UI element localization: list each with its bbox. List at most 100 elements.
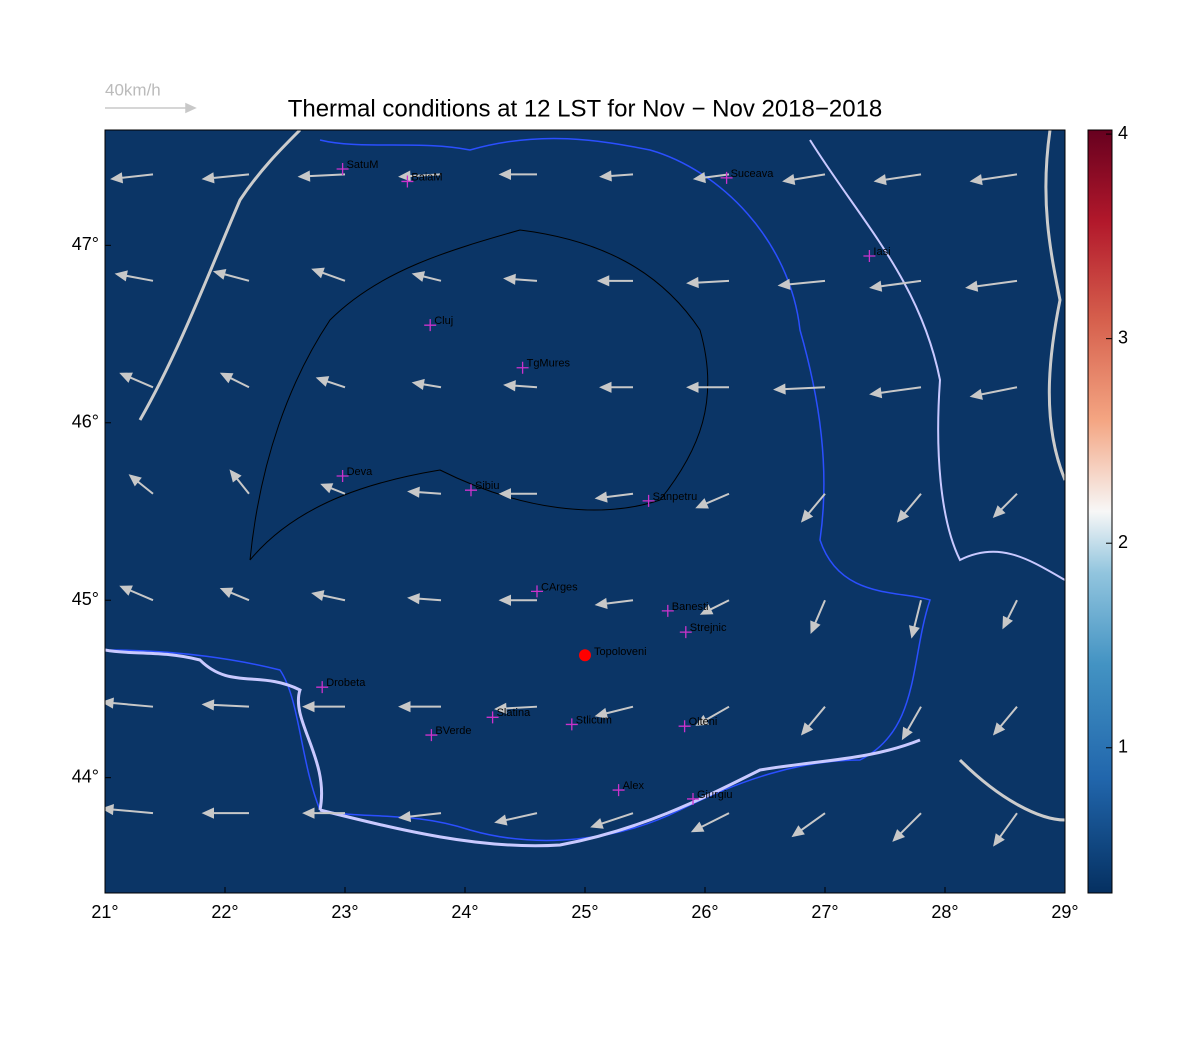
station-label: Alex [623, 780, 645, 792]
wind-arrow [594, 705, 634, 719]
station-marker [486, 711, 499, 724]
station-label: CArges [541, 581, 578, 593]
wind-arrow [800, 493, 826, 523]
wind-arrow [810, 599, 826, 634]
wind-arrow [992, 493, 1018, 518]
x-tick-label: 24° [451, 902, 478, 922]
wind-arrow [320, 483, 346, 495]
station-marker [661, 604, 674, 617]
station-label: Banesti [672, 601, 709, 613]
wind-arrow [873, 173, 922, 186]
wind-arrow [695, 705, 730, 726]
wind-arrow [494, 812, 538, 826]
station-label: TgMures [527, 358, 571, 370]
outer-border [958, 130, 1065, 822]
wind-arrow [594, 597, 634, 610]
wind-arrow [686, 381, 729, 393]
wind-arrow [212, 268, 250, 282]
wind-arrow [302, 807, 345, 819]
contour [249, 229, 709, 561]
outer-border [138, 130, 302, 421]
station-label: Suceava [731, 168, 775, 180]
y-tick-label: 45° [72, 589, 99, 609]
station-label: Drobeta [326, 677, 366, 689]
wind-arrow [201, 807, 249, 819]
wind-arrow [800, 706, 826, 736]
scale-arrow [105, 102, 197, 114]
wind-arrow [302, 701, 345, 713]
wind-field [105, 168, 1018, 847]
station-marker [336, 163, 349, 176]
site-label: Topoloveni [594, 646, 647, 658]
wind-arrow [590, 812, 634, 829]
station-label: Iasi [873, 246, 890, 258]
wind-arrow [498, 594, 537, 606]
wind-arrow [596, 275, 633, 287]
station-label: Cluj [434, 315, 453, 327]
station-marker [687, 792, 699, 805]
wind-arrow [869, 386, 922, 399]
x-tick-label: 22° [211, 902, 238, 922]
wind-arrow [311, 267, 346, 282]
wind-arrow [699, 599, 730, 615]
wind-arrow [594, 491, 634, 503]
wind-arrow [791, 812, 826, 838]
river [809, 139, 1065, 581]
station-marker [679, 626, 692, 639]
station-marker [516, 361, 529, 374]
wind-arrow [229, 469, 250, 495]
wind-arrow [992, 706, 1018, 736]
wind-arrow [119, 372, 154, 389]
wind-arrow [969, 386, 1018, 400]
colorbar [1087, 129, 1113, 894]
wind-arrow [773, 383, 826, 395]
x-tick-label: 27° [811, 902, 838, 922]
wind-arrow [599, 170, 634, 182]
wind-arrow [105, 803, 154, 816]
wind-arrow [969, 173, 1018, 186]
wind-arrow [114, 270, 154, 282]
x-tick-label: 21° [91, 902, 118, 922]
wind-arrow [201, 699, 250, 711]
station-label: SatuM [347, 159, 379, 171]
wind-arrow [110, 172, 154, 184]
wind-arrow [965, 279, 1018, 292]
wind-arrow [686, 276, 730, 289]
colorbar-tick-label: 4 [1118, 123, 1128, 143]
x-tick-label: 29° [1051, 902, 1078, 922]
site-marker [579, 649, 591, 662]
x-tick-label: 26° [691, 902, 718, 922]
country-border [109, 137, 931, 842]
borders [105, 130, 1065, 848]
wind-arrow [398, 810, 442, 823]
station-marker [336, 470, 349, 483]
wind-arrow [690, 812, 730, 833]
station-marker [401, 175, 414, 188]
title: Thermal conditions at 12 LST for Nov − N… [288, 95, 883, 122]
river [105, 648, 324, 811]
wind-arrow [498, 168, 537, 180]
station-label: BaiaM [411, 171, 442, 183]
wind-arrow [692, 171, 730, 184]
wind-arrow [398, 701, 441, 713]
station-label: BVerde [435, 725, 471, 737]
wind-arrow [896, 493, 922, 523]
x-tick-label: 23° [331, 902, 358, 922]
wind-arrow [411, 378, 442, 390]
wind-arrow [1002, 599, 1018, 630]
x-tick-label: 25° [571, 902, 598, 922]
station-marker [465, 484, 477, 497]
wind-arrow [219, 587, 250, 602]
station-label: Olteni [689, 716, 718, 728]
wind-arrow [782, 173, 826, 185]
wind-arrow [599, 381, 633, 393]
station-label: Sanpetru [653, 491, 698, 503]
station-label: Deva [347, 466, 374, 478]
station-marker [720, 171, 733, 184]
station-marker [642, 494, 655, 507]
y-tick-label: 47° [72, 234, 99, 254]
river [319, 738, 921, 848]
scale-label: 40km/h [105, 80, 161, 99]
wind-arrow [869, 279, 922, 292]
